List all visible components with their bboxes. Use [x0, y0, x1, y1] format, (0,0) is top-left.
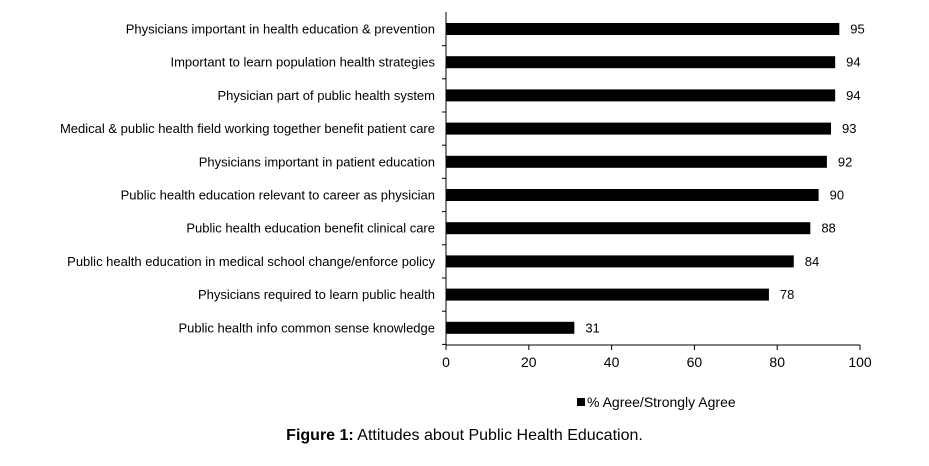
- data-label: 88: [821, 221, 835, 236]
- x-axis-ticks: 0 20 40 60 80 100: [442, 345, 872, 370]
- caption-text: Attitudes about Public Health Education.: [353, 427, 643, 444]
- bar: [446, 222, 811, 235]
- x-tick-label: 60: [687, 354, 703, 370]
- data-label: 94: [846, 88, 860, 103]
- category-labels: Physicians important in health education…: [60, 22, 436, 336]
- x-tick-label: 0: [442, 354, 450, 370]
- data-label: 93: [842, 121, 856, 136]
- category-label: Public health education in medical schoo…: [67, 254, 435, 269]
- value-labels: 95 94 94 93 92 90 88 84 78 31: [585, 22, 864, 336]
- data-label: 84: [805, 254, 819, 269]
- data-label: 31: [585, 320, 599, 335]
- x-tick-label: 80: [769, 354, 785, 370]
- data-label: 78: [780, 287, 794, 302]
- x-tick-label: 100: [848, 354, 872, 370]
- category-label: Medical & public health field working to…: [60, 121, 435, 136]
- bars: [442, 23, 840, 345]
- figure-caption: Figure 1: Attitudes about Public Health …: [0, 427, 929, 445]
- caption-label: Figure 1:: [286, 427, 354, 444]
- bar: [446, 23, 840, 35]
- category-label: Important to learn population health str…: [170, 55, 435, 70]
- legend: % Agree/Strongly Agree: [577, 394, 736, 410]
- bar: [446, 89, 836, 102]
- bar: [446, 155, 827, 168]
- bar: [446, 56, 836, 69]
- bar: [446, 321, 575, 334]
- bar: [446, 288, 769, 301]
- x-tick-label: 40: [604, 354, 620, 370]
- bar: [446, 255, 794, 268]
- category-label: Physicians important in health education…: [126, 22, 435, 37]
- data-label: 90: [830, 188, 844, 203]
- category-label: Public health info common sense knowledg…: [178, 320, 435, 335]
- legend-swatch: [577, 398, 585, 406]
- category-label: Public health education relevant to care…: [121, 188, 435, 203]
- bar: [446, 122, 832, 135]
- data-label: 92: [838, 154, 852, 169]
- x-tick-label: 20: [521, 354, 537, 370]
- legend-label: % Agree/Strongly Agree: [587, 394, 736, 410]
- category-label: Physician part of public health system: [218, 88, 436, 103]
- category-label: Public health education benefit clinical…: [186, 221, 435, 236]
- category-label: Physicians important in patient educatio…: [199, 154, 435, 169]
- bar-chart: Physicians important in health education…: [60, 12, 872, 410]
- bar: [446, 189, 819, 201]
- data-label: 95: [850, 22, 864, 37]
- data-label: 94: [846, 55, 860, 70]
- category-label: Physicians required to learn public heal…: [198, 287, 435, 302]
